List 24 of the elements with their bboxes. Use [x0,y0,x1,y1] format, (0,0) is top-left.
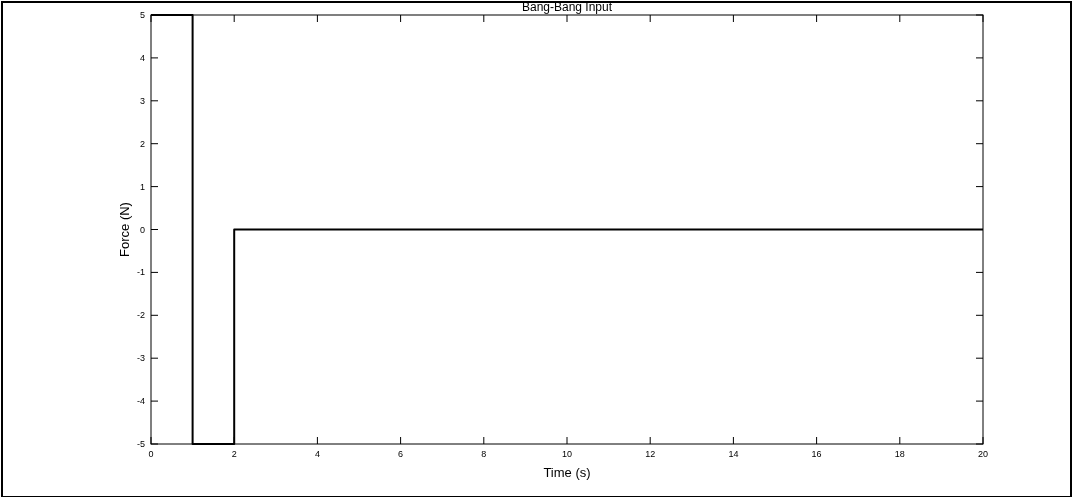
y-tick-label: 0 [139,224,145,235]
y-tick-label: -5 [136,439,145,449]
x-tick-label: 14 [728,449,739,459]
x-tick-label: 2 [231,449,237,459]
y-tick-label: 5 [139,10,145,20]
x-tick-label: 0 [148,449,154,459]
y-tick-label: -4 [136,396,145,407]
x-tick-label: 6 [398,449,404,459]
x-tick-label: 20 [977,449,989,459]
x-tick-label: 16 [811,449,822,459]
x-tick-label: 10 [561,449,573,459]
y-tick-label: -1 [136,267,145,278]
y-tick-label: 4 [139,52,145,63]
y-tick-label: -3 [136,353,145,364]
x-tick-label: 18 [894,449,905,459]
x-axis-title: Time (s) [543,465,591,480]
x-tick-label: 12 [645,449,656,459]
y-axis-title: Force (N) [117,202,132,257]
y-tick-label: 2 [139,138,145,149]
x-tick-label: 4 [314,449,320,459]
x-tick-label: 8 [481,449,487,459]
y-tick-label: -2 [136,310,145,321]
y-tick-label: 3 [139,95,145,106]
y-tick-label: 1 [139,181,145,192]
